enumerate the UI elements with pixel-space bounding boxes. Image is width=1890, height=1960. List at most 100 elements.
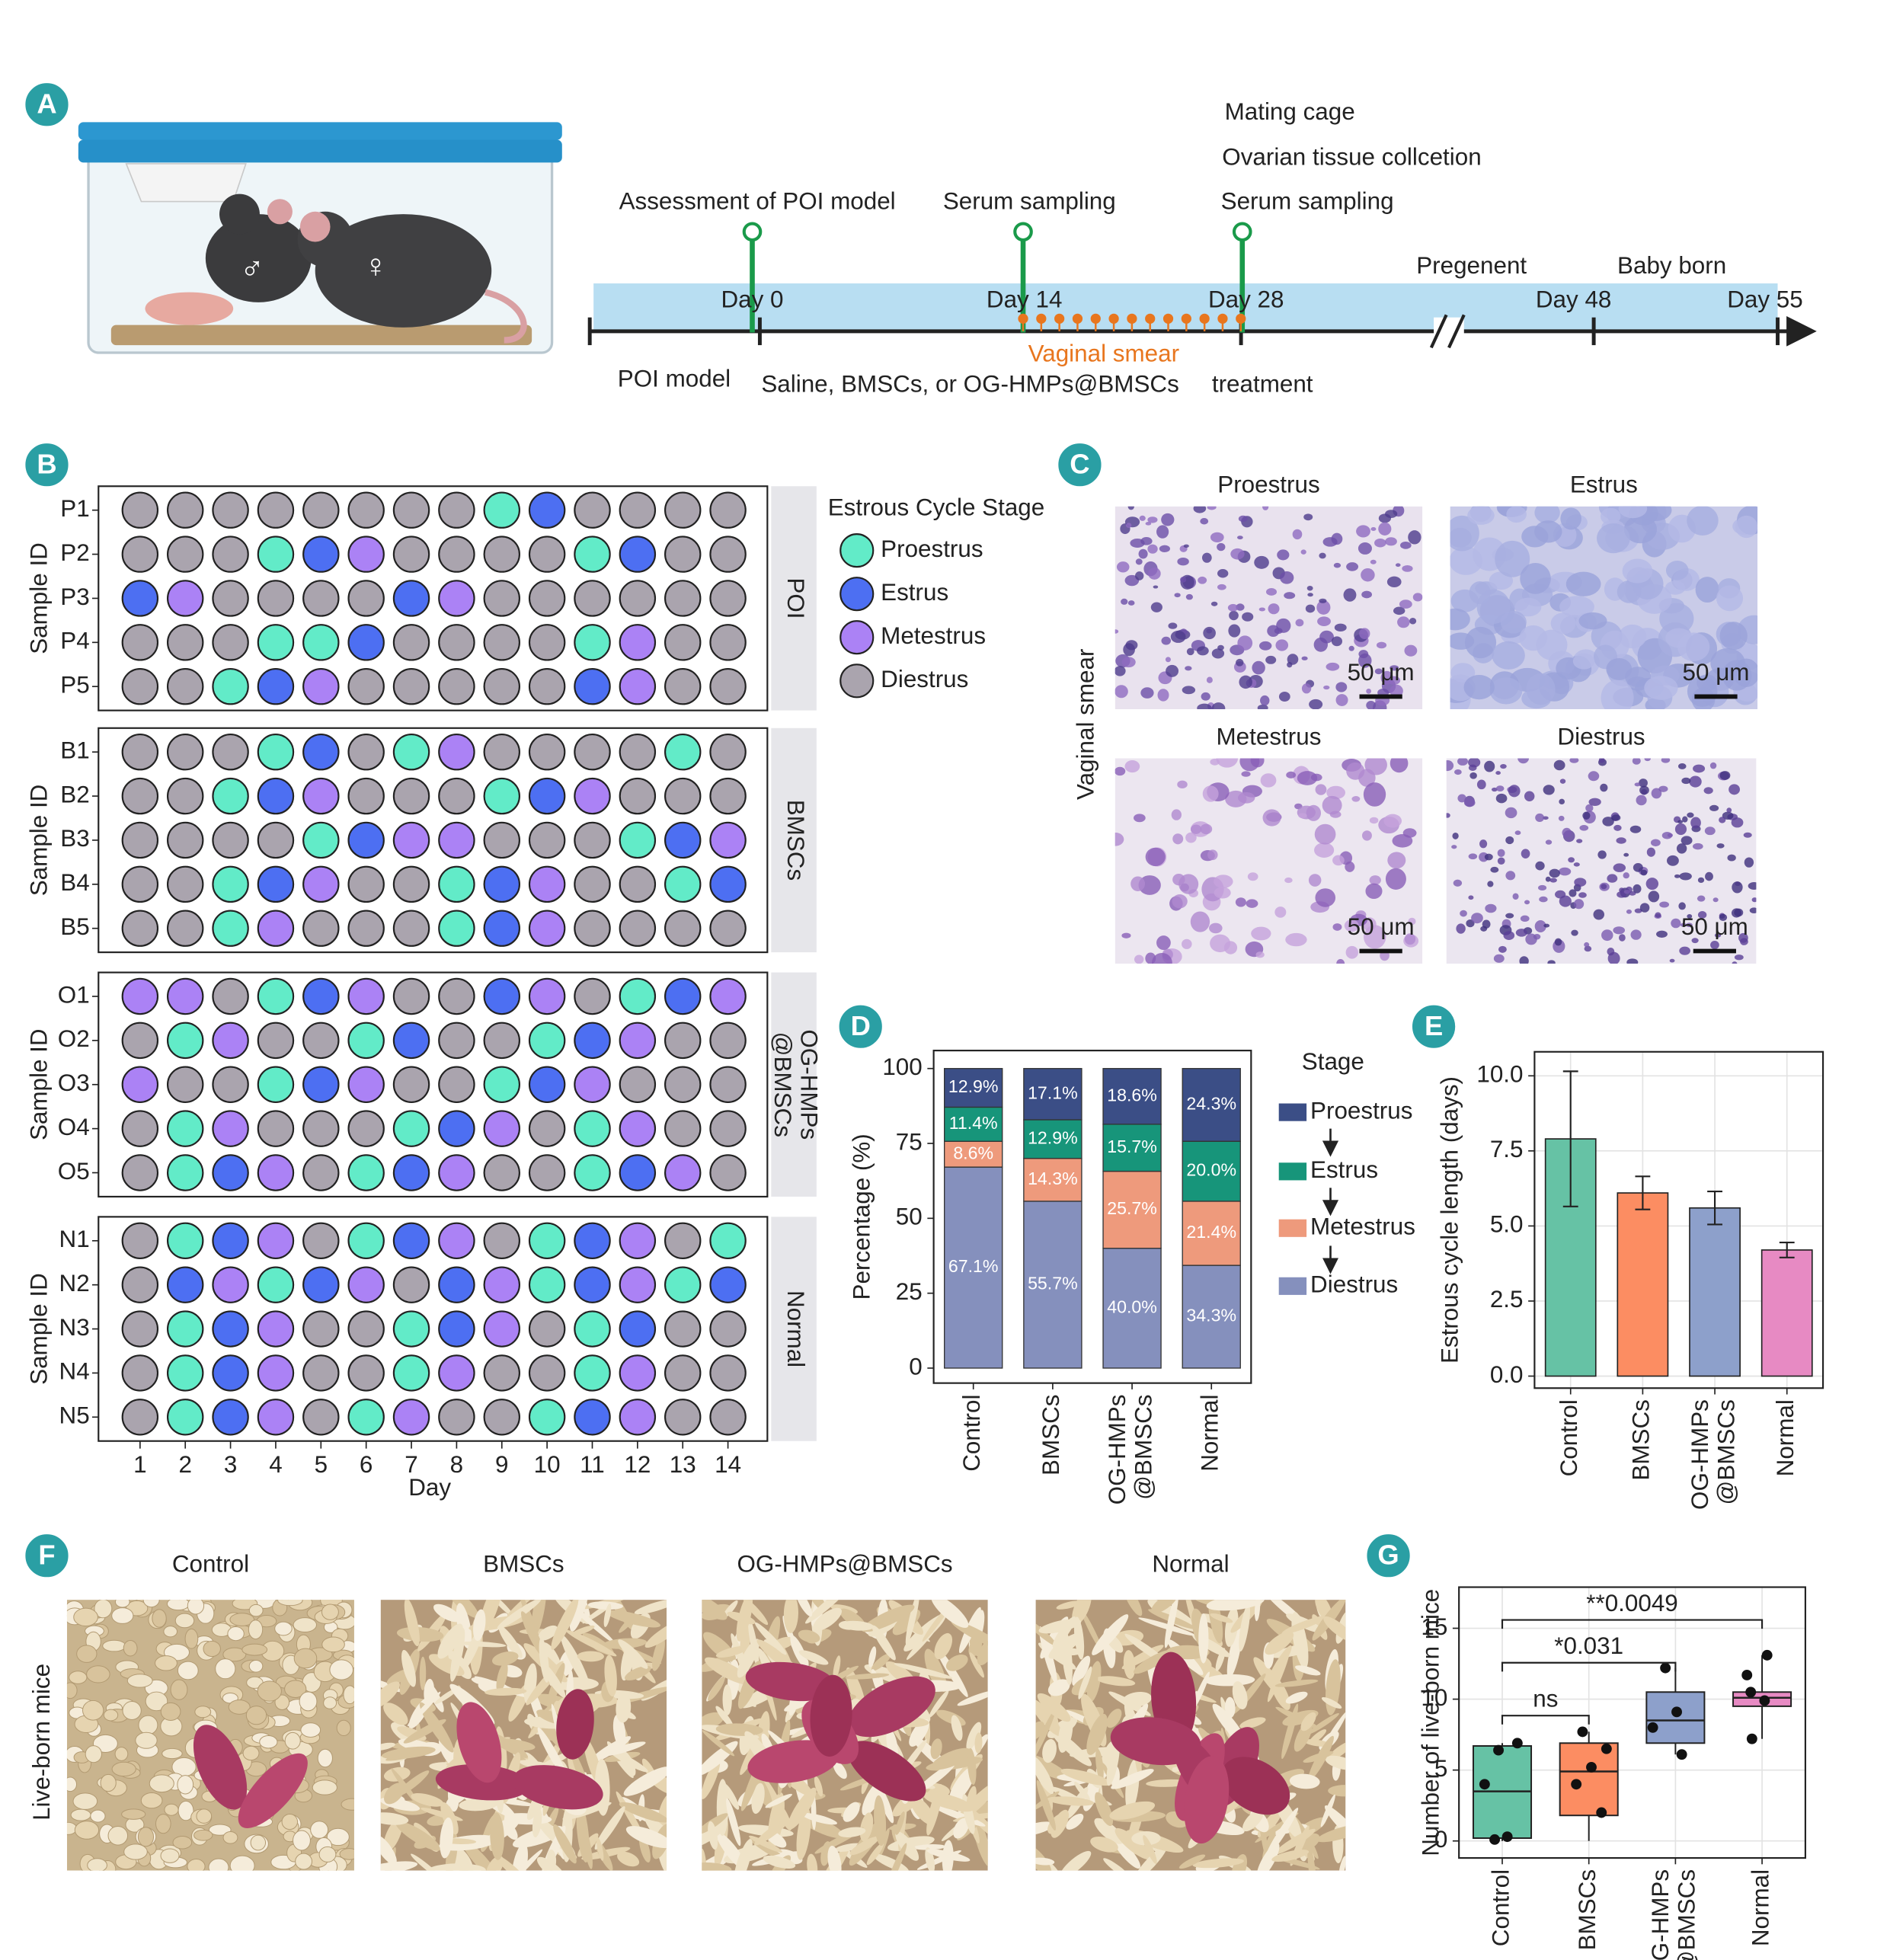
legend-swatch xyxy=(1278,1277,1307,1295)
smear-cell xyxy=(1358,653,1372,668)
x-tick-label: 9 xyxy=(495,1451,508,1478)
smear-dot xyxy=(1145,313,1156,324)
stage-dot xyxy=(347,1354,385,1392)
stage-dot xyxy=(664,536,702,573)
bedding-shaving xyxy=(930,1738,942,1760)
smear-cell xyxy=(1387,676,1401,685)
smear-cell xyxy=(1719,771,1731,780)
row-label: B4 xyxy=(60,869,89,896)
smear-cell xyxy=(1497,849,1505,858)
bar-segment xyxy=(1023,1119,1083,1159)
bedding-shaving xyxy=(977,1640,988,1666)
smear-cell xyxy=(1554,938,1562,946)
bedding-shaving xyxy=(894,1663,953,1679)
smear-ylabel: Vaginal smear xyxy=(1073,649,1099,800)
bedding-shaving xyxy=(1192,1858,1244,1869)
bedding-chip xyxy=(66,1682,78,1699)
smear-cell xyxy=(1622,558,1653,584)
stage-dot xyxy=(257,1154,295,1191)
bedding-chip xyxy=(82,1699,104,1721)
smear-image xyxy=(1450,506,1758,709)
bedding-chip xyxy=(69,1671,88,1684)
bedding-shaving xyxy=(1138,1617,1196,1636)
x-tick-label: BMSCs xyxy=(1628,1399,1655,1480)
bedding-shaving xyxy=(601,1741,646,1757)
stage-dot xyxy=(347,1022,385,1060)
smear-cell xyxy=(1145,847,1166,867)
x-tick-label: BMSCs xyxy=(1574,1869,1601,1950)
smear-cell xyxy=(1749,907,1757,913)
bedding-shaving xyxy=(383,1703,408,1725)
row-label: P2 xyxy=(60,539,89,566)
smear-dot xyxy=(1236,313,1246,324)
bedding-shaving xyxy=(702,1759,721,1799)
x-tick-label: Normal xyxy=(1747,1869,1773,1946)
bedding-shaving xyxy=(551,1600,579,1650)
bar-segment xyxy=(1182,1140,1241,1202)
female-symbol: ♀ xyxy=(363,248,388,285)
x-tick-label: 14 xyxy=(715,1451,741,1478)
bedding-shaving xyxy=(1038,1619,1082,1634)
stage-dot xyxy=(212,910,249,947)
smear-cell xyxy=(1393,606,1406,615)
smear-cell xyxy=(1492,641,1525,670)
bedding-chip xyxy=(229,1613,255,1626)
smear-cell xyxy=(1125,523,1132,528)
smear-cell xyxy=(1402,564,1413,572)
bedding-shaving xyxy=(702,1862,732,1871)
smear-cell xyxy=(1251,926,1271,941)
smear-cell xyxy=(1390,665,1399,671)
stage-dot xyxy=(483,1022,520,1060)
smear-dot xyxy=(1108,313,1119,324)
stage-dot xyxy=(212,667,249,705)
smear-cell xyxy=(1386,576,1402,588)
photo-title: OG-HMPs@BMSCs xyxy=(737,1551,952,1578)
smear-cell xyxy=(1558,815,1565,821)
bedding-shaving xyxy=(461,1839,502,1871)
panel-badge xyxy=(1409,1002,1458,1051)
stage-dot xyxy=(302,777,340,815)
bedding-shaving xyxy=(913,1844,946,1850)
smear-cell xyxy=(1301,656,1308,660)
text-line: OG-HMPs xyxy=(1647,1869,1674,1960)
bar-segment xyxy=(1023,1068,1083,1121)
stage-dot xyxy=(438,733,475,771)
smear-cell xyxy=(1716,843,1725,849)
smear-cell xyxy=(1559,895,1572,907)
bedding-shaving xyxy=(553,1824,577,1864)
smear-cell xyxy=(1404,644,1418,657)
smear-cell xyxy=(1408,530,1421,545)
smear-cell xyxy=(1705,871,1713,881)
smear-cell xyxy=(1260,695,1270,706)
bedding-shaving xyxy=(945,1654,968,1671)
smear-cell xyxy=(1345,861,1355,872)
bedding-shaving xyxy=(715,1723,763,1736)
smear-cell xyxy=(1332,855,1345,866)
smear-cell xyxy=(1236,658,1244,667)
bedding-shaving xyxy=(1338,1856,1346,1871)
y-tick-label: 5 xyxy=(1434,1755,1447,1782)
smear-dot xyxy=(1018,313,1028,324)
group-strip xyxy=(771,727,817,953)
smear-cell xyxy=(1255,951,1265,958)
smear-cell xyxy=(1278,692,1290,702)
y-tick-label: 50 xyxy=(896,1204,923,1230)
bedding-shaving xyxy=(843,1802,860,1822)
bedding-shaving xyxy=(606,1610,661,1628)
stage-dot xyxy=(438,1154,475,1191)
bedding-chip xyxy=(160,1848,180,1863)
smear-cell xyxy=(1565,571,1601,596)
smear-cell xyxy=(1121,598,1128,605)
bar-segment xyxy=(944,1068,1003,1108)
stage-dot xyxy=(257,580,295,617)
x-tick-label: 10 xyxy=(534,1451,561,1478)
smear-cell xyxy=(1298,813,1307,819)
stage-dot xyxy=(619,977,657,1015)
bedding-chip xyxy=(343,1685,354,1705)
stage-dot xyxy=(257,1354,295,1392)
stage-dot xyxy=(664,580,702,617)
smear-cell xyxy=(1258,641,1272,651)
stage-dot xyxy=(619,777,657,815)
stage-dot xyxy=(438,580,475,617)
